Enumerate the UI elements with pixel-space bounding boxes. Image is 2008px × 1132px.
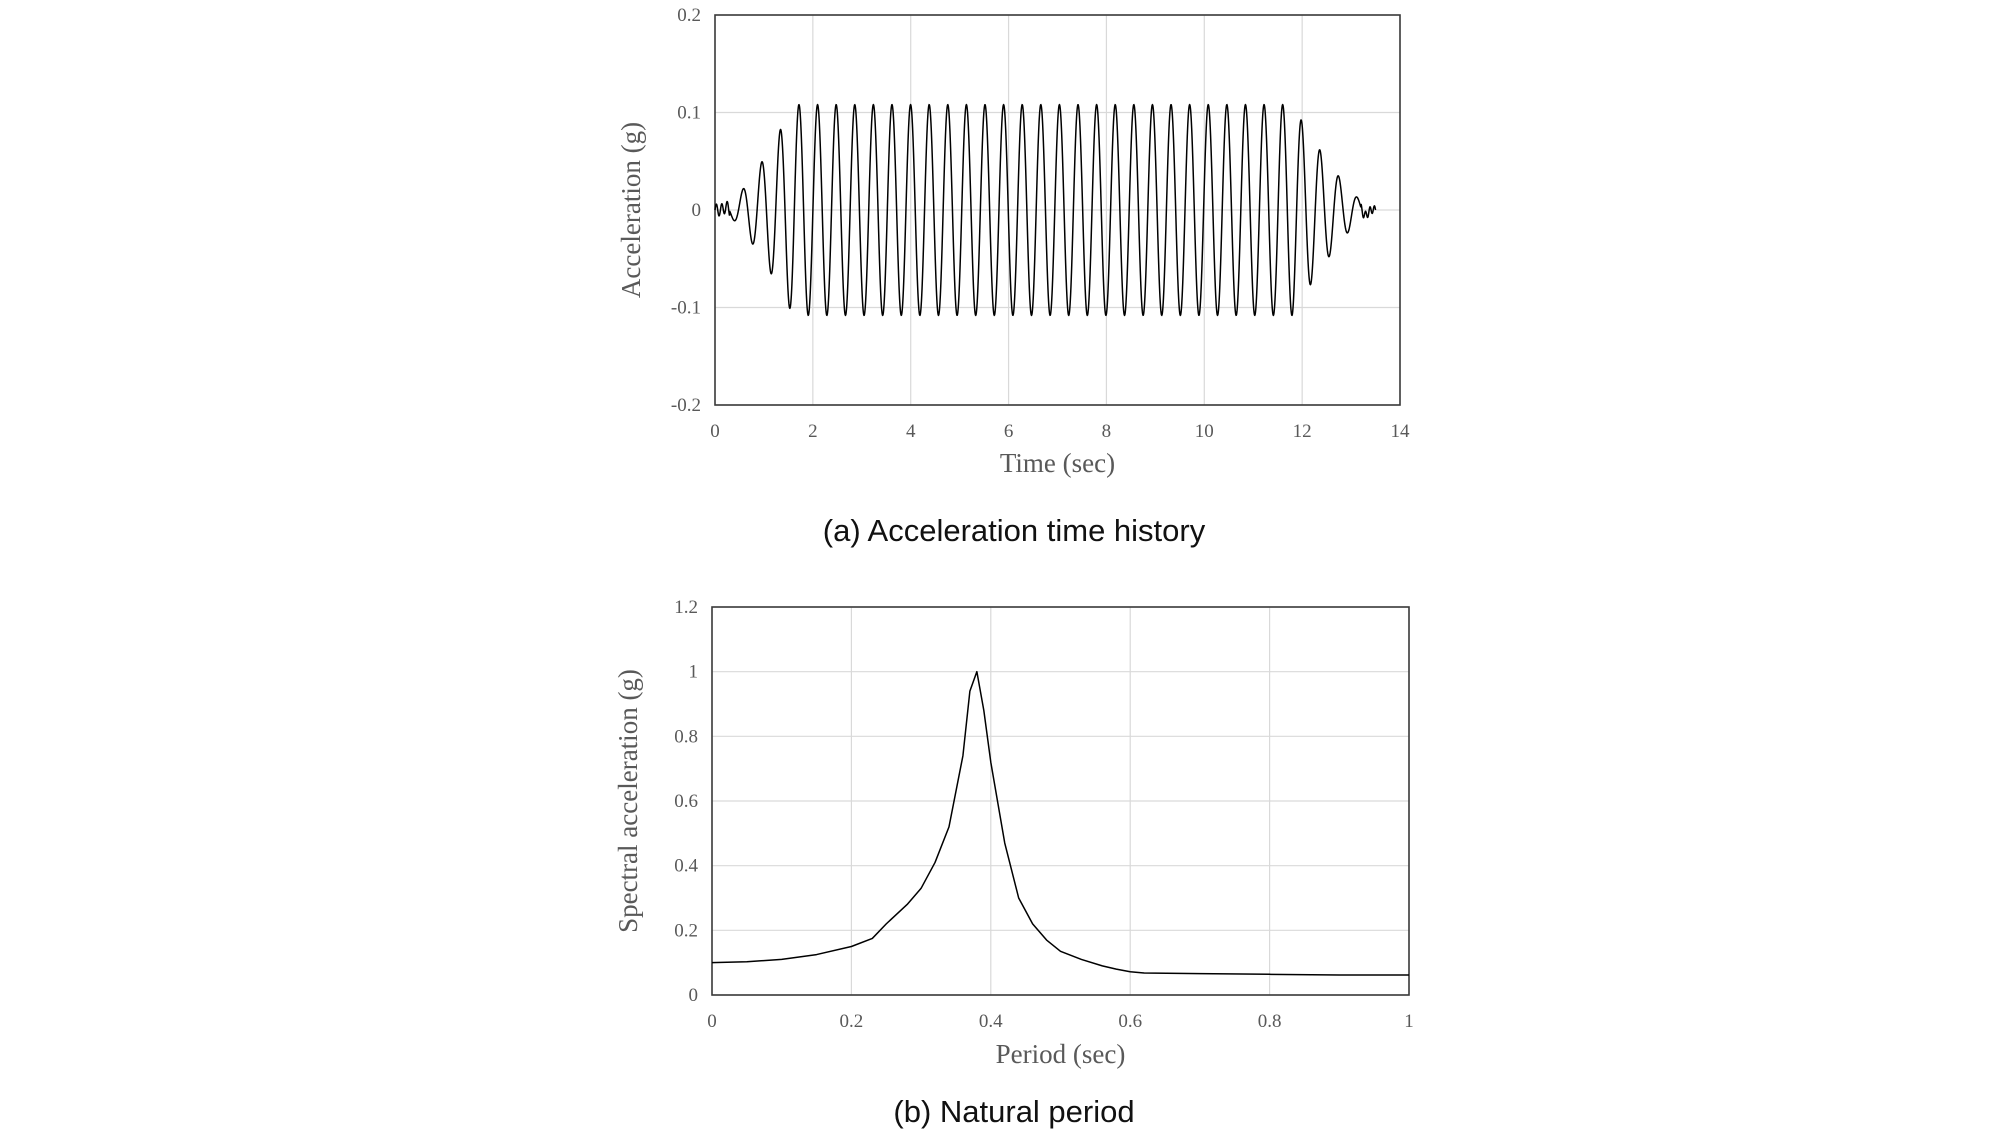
- x-tick-label: 0.2: [840, 1011, 864, 1032]
- y-tick-label: 0.6: [674, 791, 698, 812]
- x-tick-label: 10: [1195, 421, 1214, 442]
- y-axis-label: Acceleration (g): [616, 122, 646, 298]
- caption-b: (b) Natural period: [893, 1094, 1134, 1129]
- y-tick-label: 1.2: [674, 597, 698, 618]
- spectral-acceleration-series-line: [711, 670, 1409, 976]
- y-tick-label: 1: [689, 662, 699, 683]
- y-tick-label: 0.4: [674, 856, 698, 877]
- x-axis-label: Time (sec): [1000, 448, 1115, 478]
- x-tick-label: 4: [906, 421, 916, 442]
- x-tick-label: 6: [1004, 421, 1014, 442]
- y-tick-label: 0: [689, 985, 699, 1006]
- x-tick-label: 0: [707, 1011, 717, 1032]
- plot-area-border: [711, 606, 1410, 996]
- y-tick-label: -0.1: [671, 298, 701, 319]
- x-tick-label: 0.6: [1118, 1011, 1142, 1032]
- y-tick-label: -0.2: [671, 395, 701, 416]
- x-tick-label: 1: [1404, 1011, 1414, 1032]
- x-tick-label: 0: [710, 421, 720, 442]
- acceleration-series-line: [714, 103, 1377, 317]
- y-axis-label: Spectral acceleration (g): [613, 669, 643, 933]
- y-tick-label: 0.2: [674, 920, 698, 941]
- x-tick-label: 8: [1102, 421, 1112, 442]
- x-tick-label: 0.4: [979, 1011, 1003, 1032]
- x-tick-label: 12: [1293, 421, 1312, 442]
- caption-a: (a) Acceleration time history: [823, 513, 1206, 548]
- x-tick-label: 14: [1391, 421, 1411, 442]
- y-tick-label: 0.1: [677, 103, 701, 124]
- x-axis-label: Period (sec): [996, 1039, 1126, 1069]
- chart-natural-period: 1.2 1 0.8 0.6 0.4 0.2 00 0.2 0.4 0.6 0.8 1 Period (s…: [613, 597, 1414, 1069]
- x-tick-label: 0.8: [1258, 1011, 1282, 1032]
- y-tick-label: 0.8: [674, 726, 698, 747]
- chart-acceleration-time-history: 0.2 0.1 0 -0.1 -0.2 0 2 4 6 8 10 12 14 Time (sec) Acce…: [616, 5, 1410, 478]
- x-tick-label: 2: [808, 421, 818, 442]
- y-tick-label: 0.2: [677, 5, 701, 26]
- y-tick-label: 0: [692, 200, 702, 221]
